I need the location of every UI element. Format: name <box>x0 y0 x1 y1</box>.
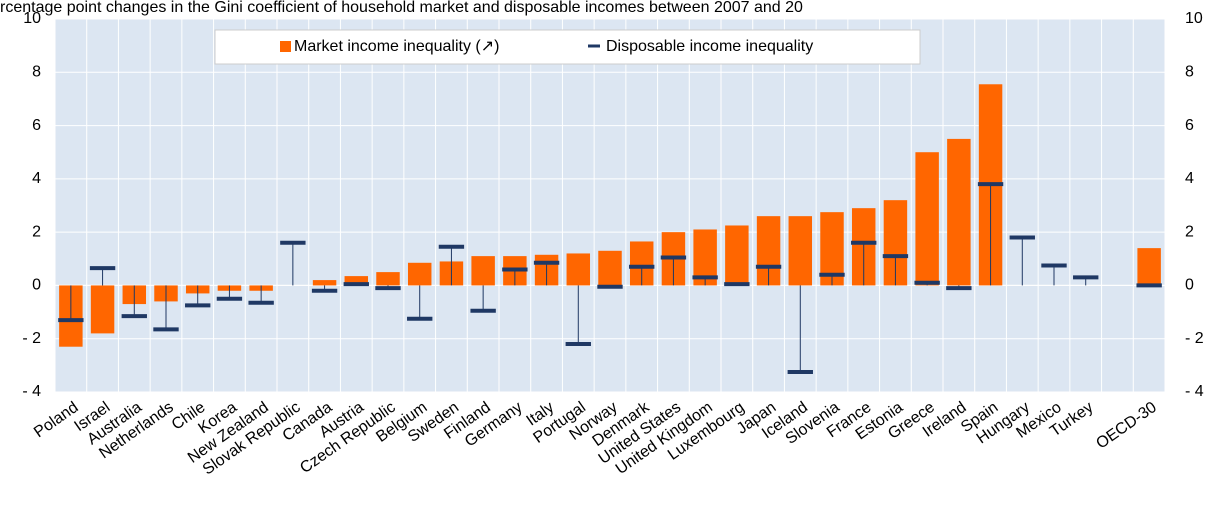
y2-tick-label: 6 <box>1185 117 1194 134</box>
legend-label: Disposable income inequality <box>606 38 813 55</box>
y2-tick-label: - 4 <box>1185 383 1204 400</box>
bar <box>376 272 400 286</box>
y2-tick-label: 10 <box>1185 10 1203 27</box>
bar <box>598 250 622 286</box>
y-tick-label: 10 <box>23 10 41 27</box>
legend-box <box>214 29 921 65</box>
bar <box>566 253 591 286</box>
x-tick-label: OECD-30 <box>1093 399 1160 453</box>
y2-tick-label: 0 <box>1185 277 1194 294</box>
y2-tick-label: - 2 <box>1185 330 1204 347</box>
bar <box>344 276 369 286</box>
y2-tick-label: 4 <box>1185 170 1194 187</box>
legend-label: Market income inequality (↗) <box>294 38 499 55</box>
legend-swatch <box>280 41 291 52</box>
y-tick-label: 2 <box>32 223 41 240</box>
bar <box>915 152 939 286</box>
bar <box>725 225 749 286</box>
y-tick-label: 0 <box>32 277 41 294</box>
y-tick-label: 4 <box>32 170 41 187</box>
bar <box>883 200 908 286</box>
bar <box>820 212 844 286</box>
bar <box>788 216 813 286</box>
bar <box>947 138 971 286</box>
bar <box>693 229 717 286</box>
y-tick-label: - 2 <box>22 330 41 347</box>
y-tick-label: - 4 <box>22 383 41 400</box>
bar <box>312 280 337 286</box>
bar <box>90 285 115 334</box>
y2-tick-label: 8 <box>1185 64 1194 81</box>
bar <box>407 262 432 286</box>
y-tick-label: 6 <box>32 117 41 134</box>
bar <box>629 241 654 286</box>
bar <box>471 256 495 286</box>
chart-title: rcentage point changes in the Gini coeff… <box>0 0 803 16</box>
bar <box>1137 248 1161 286</box>
y2-tick-label: 2 <box>1185 223 1194 240</box>
y-tick-label: 8 <box>32 64 41 81</box>
